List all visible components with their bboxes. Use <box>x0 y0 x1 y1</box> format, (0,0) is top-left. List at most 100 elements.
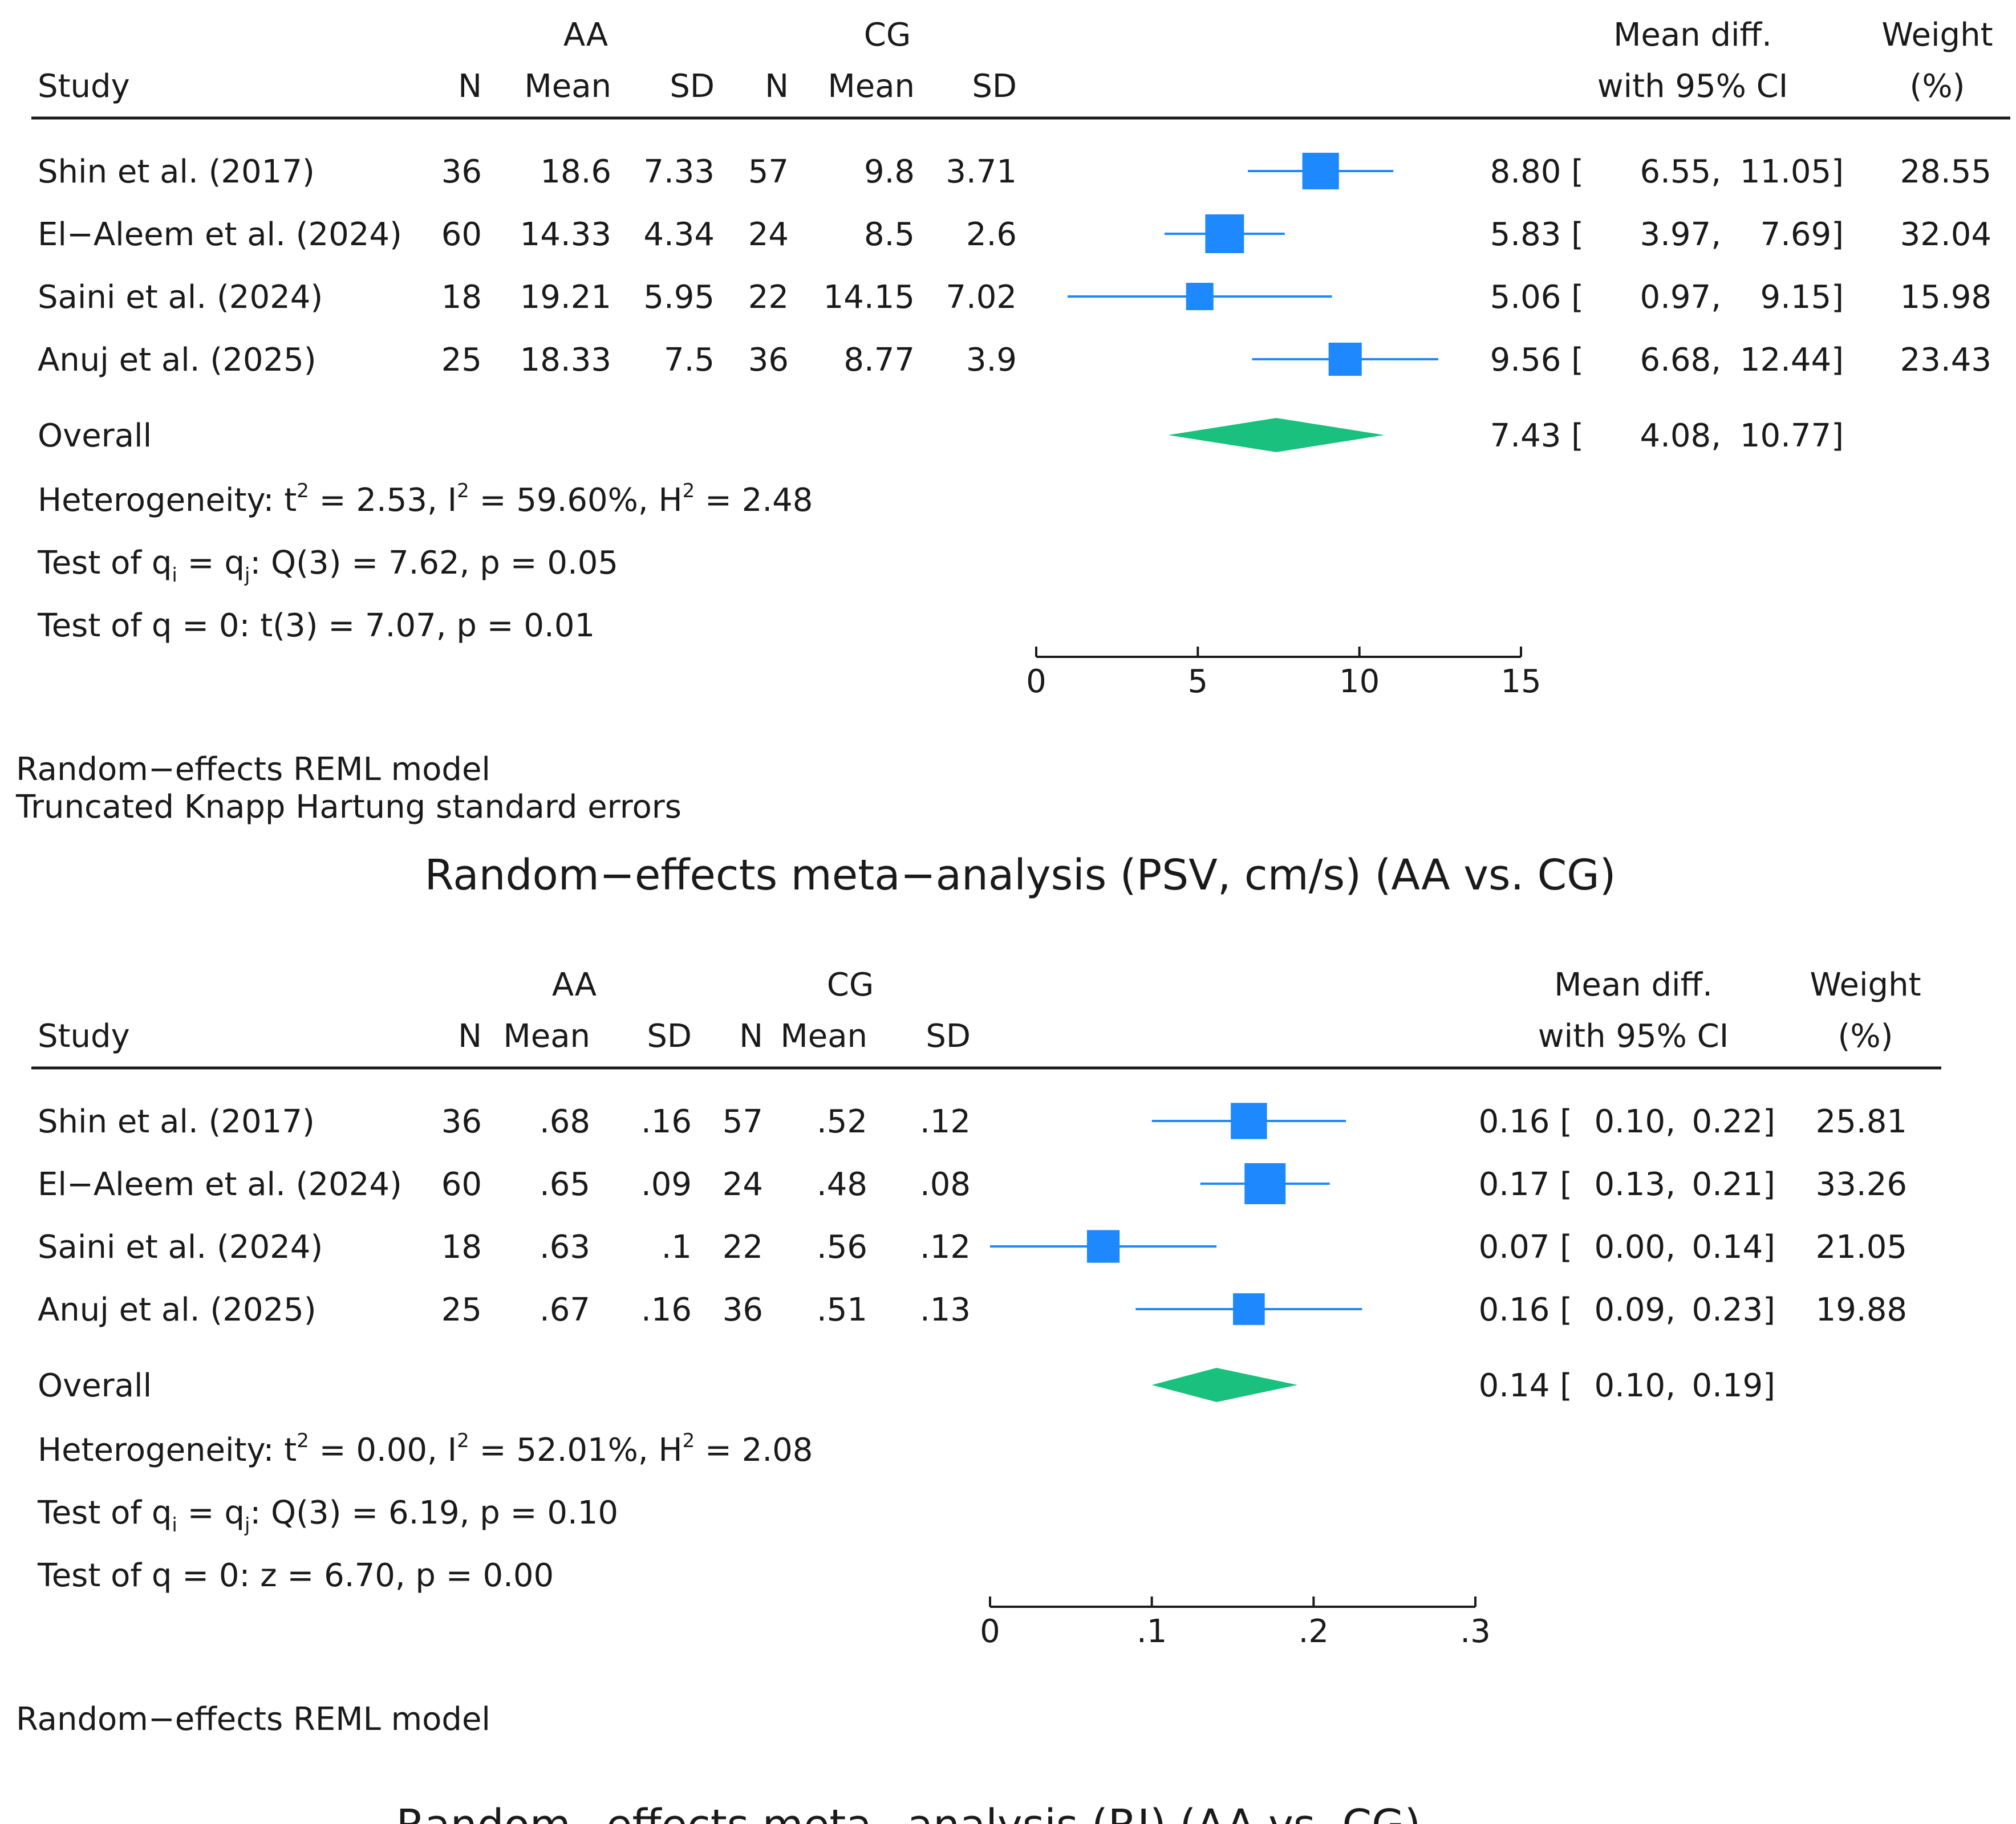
sd1-value: 7.33 <box>643 153 715 190</box>
heterogeneity-stat-part-2: = 0.00, I <box>309 1432 457 1469</box>
weight-header-line1: Weight <box>1810 966 1921 1004</box>
n2-value: 36 <box>748 342 789 379</box>
n1-value: 60 <box>441 1166 482 1203</box>
ci-upper: 0.21] <box>1692 1166 1775 1203</box>
model-note: Truncated Knapp Hartung standard errors <box>15 789 682 826</box>
ci-upper: 12.44] <box>1740 342 1844 379</box>
overall-diamond <box>1151 1368 1297 1402</box>
mean1-value: 14.33 <box>520 216 611 253</box>
ci-upper: 0.14] <box>1692 1229 1775 1266</box>
sd2-column-header: SD <box>972 68 1017 105</box>
overall-effect-test-stat: Test of q = 0: z = 6.70, p = 0.00 <box>37 1557 554 1594</box>
weight-value: 33.26 <box>1816 1166 1907 1203</box>
study-column-header: Study <box>38 68 130 105</box>
effect-header-line2: with 95% CI <box>1597 68 1788 105</box>
effect-estimate: 0.07 [ <box>1479 1229 1572 1266</box>
x-tick-label: .1 <box>1137 1613 1167 1650</box>
effect-marker <box>1205 214 1244 253</box>
n2-value: 57 <box>748 153 789 190</box>
study-label: Saini et al. (2024) <box>38 279 323 316</box>
sd2-value: .08 <box>920 1166 971 1203</box>
n1-column-header: N <box>458 1018 482 1055</box>
panel-title: Random−effects meta−analysis (PSV, cm/s)… <box>424 851 1616 900</box>
ci-upper: 7.69] <box>1760 216 1844 253</box>
panel-title: Random−effects meta−analysis (RI) (AA vs… <box>396 1801 1421 1824</box>
n1-value: 25 <box>441 342 482 379</box>
x-tick-label: 0 <box>1026 663 1046 700</box>
mean2-value: 8.5 <box>864 216 915 253</box>
mean1-value: .63 <box>540 1229 590 1266</box>
mean1-value: 19.21 <box>520 279 611 316</box>
n2-value: 36 <box>723 1291 763 1329</box>
n1-value: 60 <box>441 216 482 253</box>
mean1-value: .67 <box>540 1291 590 1329</box>
sd2-value: 2.6 <box>966 216 1017 253</box>
heterogeneity-stat-part-3: 2 <box>457 1429 469 1452</box>
weight-value: 19.88 <box>1816 1291 1907 1329</box>
forest-panel-1: AA CG Mean diff. Weight Study N Mean SD N Mean SD w… <box>15 17 2010 900</box>
mean2-value: 14.15 <box>824 279 915 316</box>
study-label: El−Aleem et al. (2024) <box>38 216 402 253</box>
x-tick-label: 10 <box>1339 663 1380 700</box>
n2-column-header: N <box>765 68 789 105</box>
group2-header: CG <box>864 17 911 54</box>
ci-lower: 0.97, <box>1640 279 1722 316</box>
overall-ci-upper: 10.77] <box>1740 417 1844 454</box>
n1-value: 25 <box>441 1291 482 1329</box>
effect-marker <box>1086 1230 1120 1263</box>
sd2-value: .12 <box>920 1229 971 1266</box>
sd1-value: .1 <box>662 1229 692 1266</box>
ci-upper: 0.23] <box>1692 1291 1775 1329</box>
overall-ci-lower: 0.10, <box>1595 1367 1676 1404</box>
group1-header: AA <box>563 17 608 54</box>
effect-header-line1: Mean diff. <box>1613 17 1772 54</box>
homogeneity-test-stat-part-3: j <box>244 1514 250 1537</box>
mean2-value: 9.8 <box>864 153 915 190</box>
sd1-column-header: SD <box>647 1018 692 1055</box>
ci-lower: 6.68, <box>1640 342 1722 379</box>
x-tick-label: 5 <box>1188 663 1208 700</box>
effect-marker <box>1233 1293 1265 1325</box>
ci-upper: 9.15] <box>1760 279 1844 316</box>
n1-value: 18 <box>441 279 482 316</box>
homogeneity-test-stat-part-1: i <box>172 1514 177 1537</box>
weight-header-line2: (%) <box>1838 1018 1893 1055</box>
weight-value: 23.43 <box>1900 342 1991 379</box>
model-note: Random−effects REML model <box>16 1701 490 1738</box>
mean1-value: 18.6 <box>540 153 611 190</box>
n1-value: 36 <box>441 153 482 190</box>
n2-value: 22 <box>723 1229 763 1266</box>
group1-header: AA <box>552 966 597 1004</box>
sd2-value: .12 <box>920 1103 971 1140</box>
heterogeneity-stat-part-1: 2 <box>297 1429 309 1452</box>
effect-marker <box>1244 1163 1286 1204</box>
mean2-column-header: Mean <box>780 1018 867 1055</box>
n2-value: 24 <box>723 1166 763 1203</box>
heterogeneity-stat-part-6: = 2.48 <box>695 482 813 519</box>
x-tick-label: .2 <box>1299 1613 1329 1650</box>
weight-value: 21.05 <box>1816 1229 1907 1266</box>
n1-value: 36 <box>441 1103 482 1140</box>
ci-lower: 0.09, <box>1595 1291 1676 1329</box>
mean2-value: .48 <box>817 1166 867 1203</box>
weight-header-line2: (%) <box>1910 68 1965 105</box>
effect-estimate: 9.56 [ <box>1490 342 1584 379</box>
effect-estimate: 5.06 [ <box>1490 279 1584 316</box>
n2-value: 22 <box>748 279 789 316</box>
x-tick-label: 15 <box>1500 663 1541 700</box>
mean2-column-header: Mean <box>828 68 915 105</box>
homogeneity-test-stat: Test of qi = qj: Q(3) = 6.19, p = 0.10 <box>37 1494 618 1537</box>
homogeneity-test-stat-part-2: = q <box>177 1494 245 1531</box>
n2-value: 24 <box>748 216 789 253</box>
ci-lower: 0.00, <box>1595 1229 1676 1266</box>
sd1-value: 5.95 <box>643 279 715 316</box>
effect-estimate: 8.80 [ <box>1490 153 1584 190</box>
study-label: Anuj et al. (2025) <box>38 1291 317 1329</box>
ci-lower: 0.10, <box>1595 1103 1676 1140</box>
forest-panel-2: AA CG Mean diff. Weight Study N Mean SD N Mean SD w… <box>16 966 1941 1824</box>
sd2-value: 3.9 <box>966 342 1017 379</box>
group2-header: CG <box>827 966 874 1004</box>
heterogeneity-stat-part-1: 2 <box>297 480 309 502</box>
x-tick-label: .3 <box>1460 1613 1490 1650</box>
mean1-column-header: Mean <box>503 1018 590 1055</box>
